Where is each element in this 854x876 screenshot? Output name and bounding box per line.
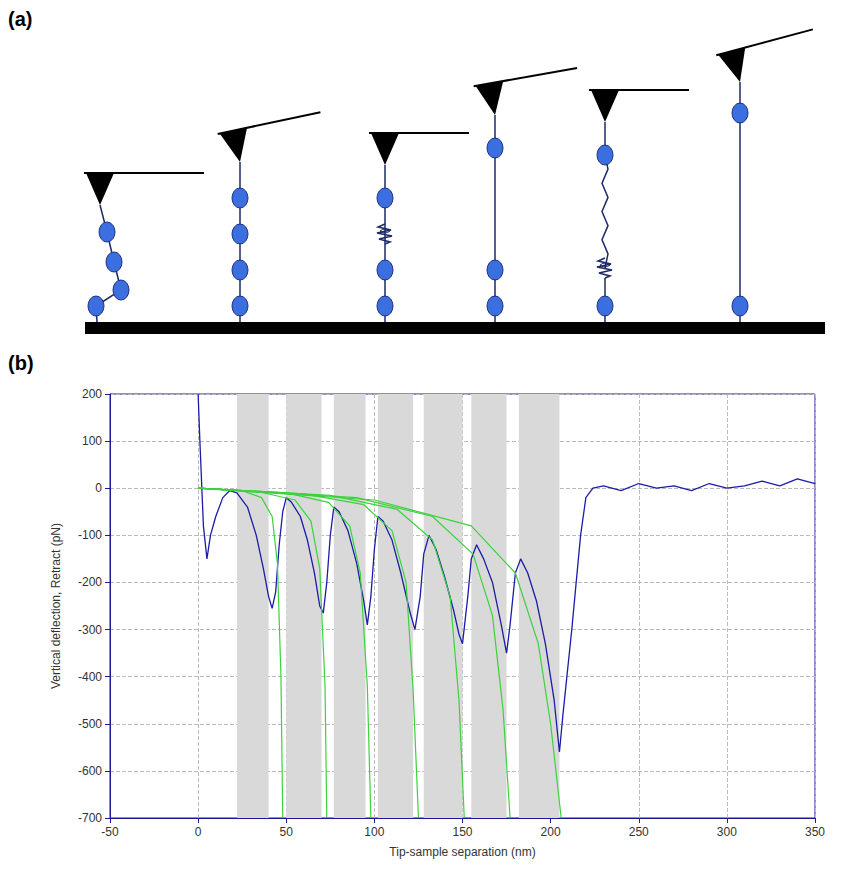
svg-text:0: 0 bbox=[95, 481, 102, 495]
svg-text:50: 50 bbox=[280, 825, 294, 839]
svg-text:100: 100 bbox=[82, 434, 102, 448]
svg-text:250: 250 bbox=[629, 825, 649, 839]
svg-text:-700: -700 bbox=[78, 811, 102, 825]
svg-text:200: 200 bbox=[82, 387, 102, 401]
svg-text:-400: -400 bbox=[78, 670, 102, 684]
svg-text:Vertical deflection, Retract (: Vertical deflection, Retract (pN) bbox=[49, 523, 63, 689]
svg-text:-500: -500 bbox=[78, 717, 102, 731]
svg-text:-300: -300 bbox=[78, 623, 102, 637]
svg-text:(a): (a) bbox=[8, 8, 32, 30]
svg-text:100: 100 bbox=[364, 825, 384, 839]
svg-text:300: 300 bbox=[717, 825, 737, 839]
svg-text:Tip-sample separation (nm): Tip-sample separation (nm) bbox=[389, 845, 535, 859]
svg-text:350: 350 bbox=[805, 825, 825, 839]
html-text:(b): (b) bbox=[8, 352, 34, 374]
svg-text:150: 150 bbox=[452, 825, 472, 839]
svg-text:200: 200 bbox=[541, 825, 561, 839]
svg-text:-50: -50 bbox=[101, 825, 119, 839]
svg-text:0: 0 bbox=[195, 825, 202, 839]
svg-text:-200: -200 bbox=[78, 575, 102, 589]
svg-text:-600: -600 bbox=[78, 764, 102, 778]
svg-text:-100: -100 bbox=[78, 528, 102, 542]
